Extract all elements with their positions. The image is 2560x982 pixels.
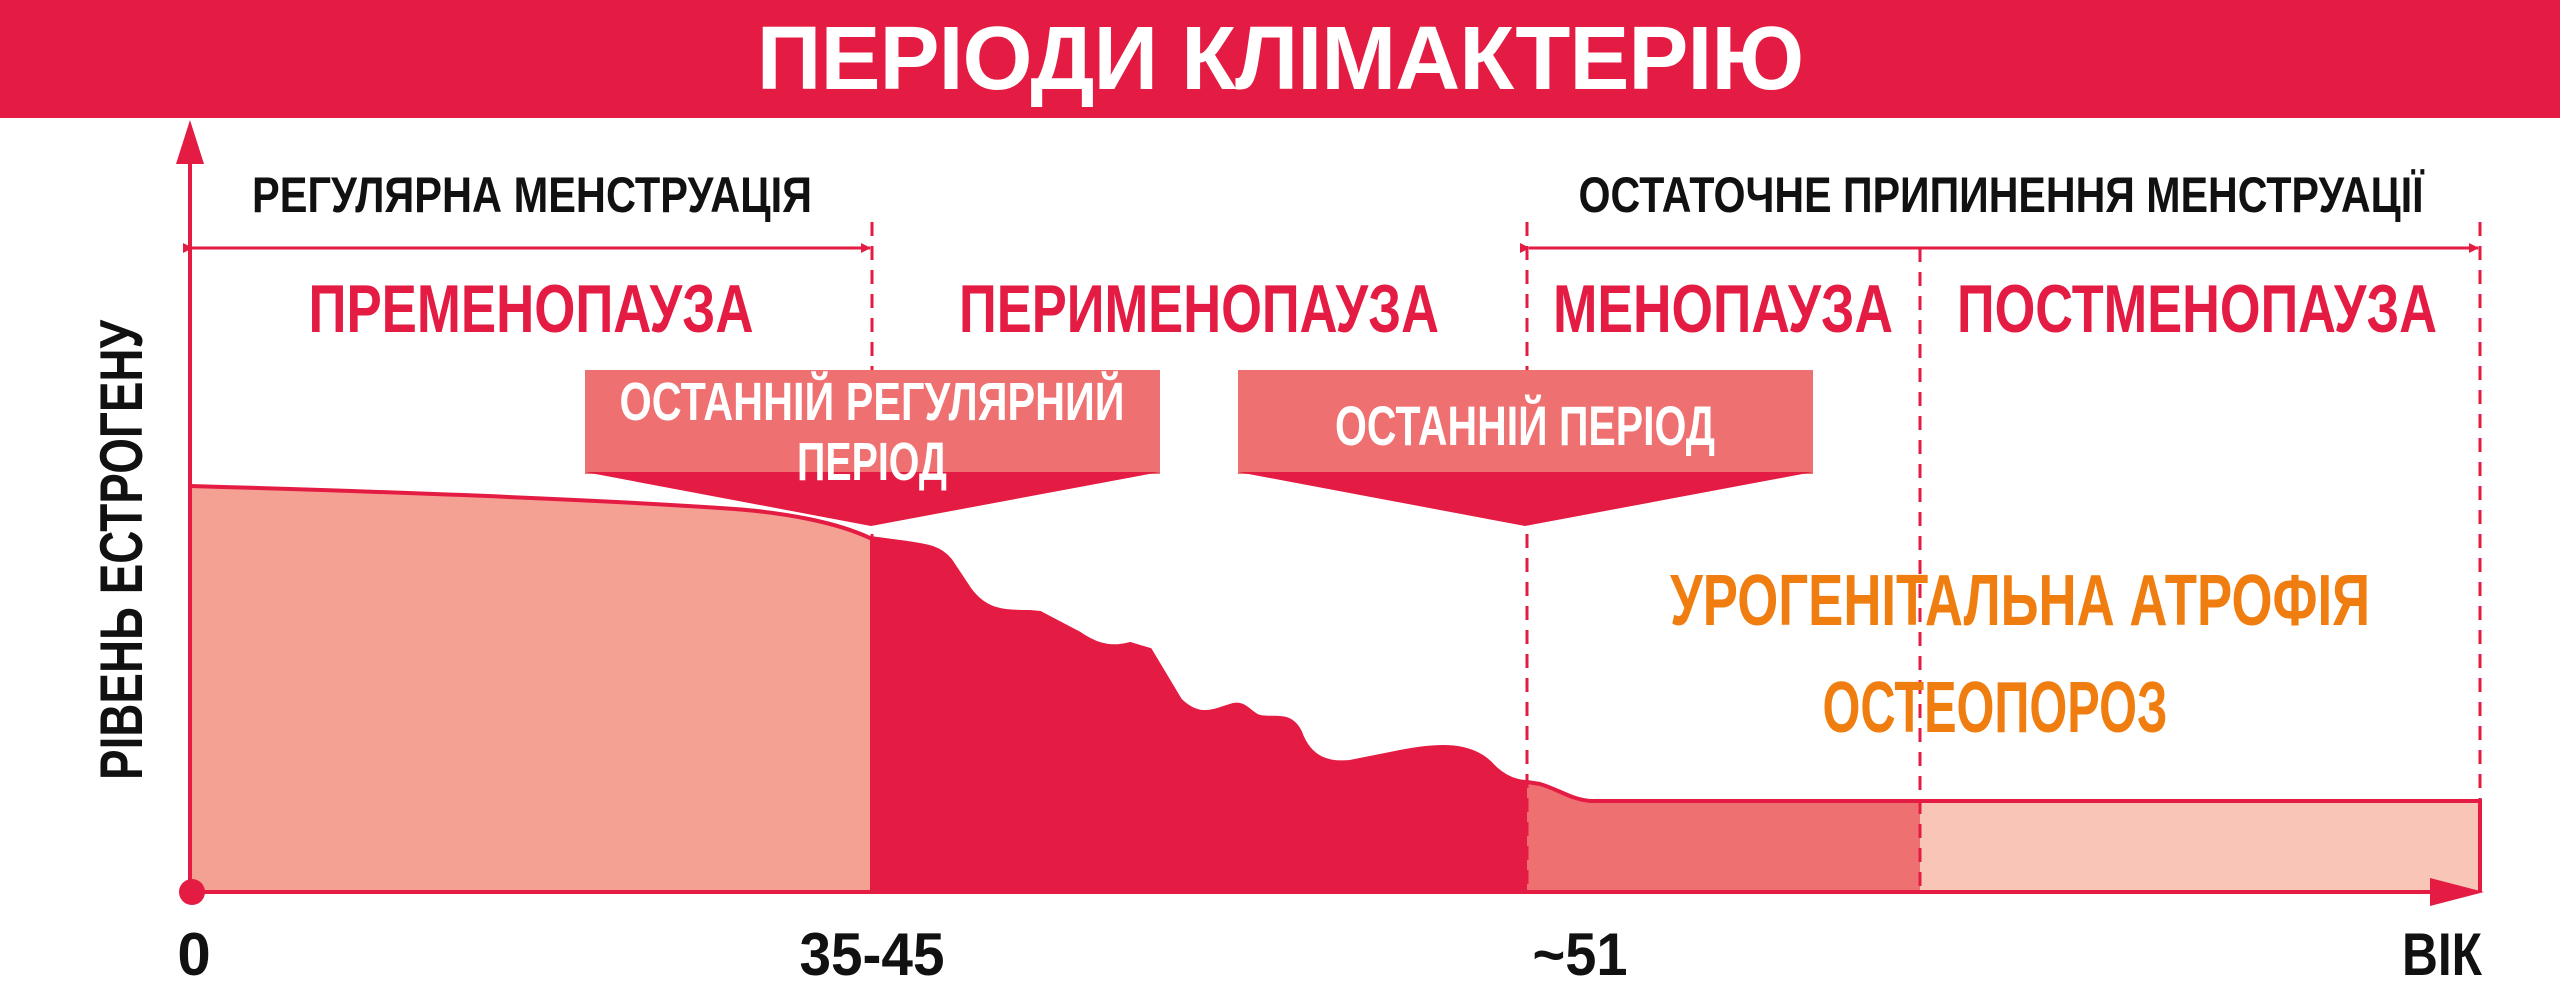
- x-axis-label: ВІК: [2402, 921, 2482, 982]
- callout-last-regular-period: ОСТАННІЙ РЕГУЛЯРНИЙ ПЕРІОД: [585, 370, 1160, 526]
- menopause-area: [1527, 782, 1920, 892]
- callout-last-period: ОСТАННІЙ ПЕРІОД: [1238, 370, 1813, 526]
- final-cessation-label: ОСТАТОЧНЕ ПРИПИНЕННЯ МЕНСТРУАЦІЇ: [1579, 167, 2425, 223]
- phase-postmenopause: ПОСТМЕНОПАУЗА: [1957, 271, 2437, 347]
- y-axis-arrowhead: [176, 120, 204, 164]
- postmenopause-area: [1920, 801, 2480, 892]
- page-title: ПЕРІОДИ КЛІМАКТЕРІЮ: [756, 9, 1804, 109]
- premenopause-area: [190, 486, 870, 892]
- x-tick-0: 0: [177, 921, 210, 982]
- callout-last-period-text: ОСТАННІЙ ПЕРІОД: [1335, 394, 1715, 457]
- y-axis-label: РІВЕНЬ ЕСТРОГЕНУ: [88, 319, 155, 780]
- title-banner: [0, 0, 2560, 118]
- callout-last-regular-line2: ПЕРІОД: [797, 432, 947, 492]
- regular-menstruation-label: РЕГУЛЯРНА МЕНСТРУАЦІЯ: [252, 167, 812, 223]
- effect-urogenital-atrophy: УРОГЕНІТАЛЬНА АТРОФІЯ: [1670, 561, 2370, 641]
- origin-dot: [179, 879, 205, 905]
- perimenopause-area: [870, 538, 1527, 892]
- x-axis-arrowhead: [2430, 878, 2484, 906]
- estrogen-curve-outline: [189, 484, 2482, 892]
- phase-premenopause: ПРЕМЕНОПАУЗА: [309, 271, 754, 347]
- phase-menopause: МЕНОПАУЗА: [1553, 271, 1893, 347]
- x-tick-51: ~51: [1533, 921, 1628, 982]
- phase-perimenopause: ПЕРИМЕНОПАУЗА: [959, 271, 1439, 347]
- effect-osteoporosis: ОСТЕОПОРОЗ: [1823, 668, 2168, 748]
- callout-last-regular-line1: ОСТАННІЙ РЕГУЛЯРНИЙ: [620, 371, 1125, 432]
- x-tick-35-45: 35-45: [800, 921, 945, 982]
